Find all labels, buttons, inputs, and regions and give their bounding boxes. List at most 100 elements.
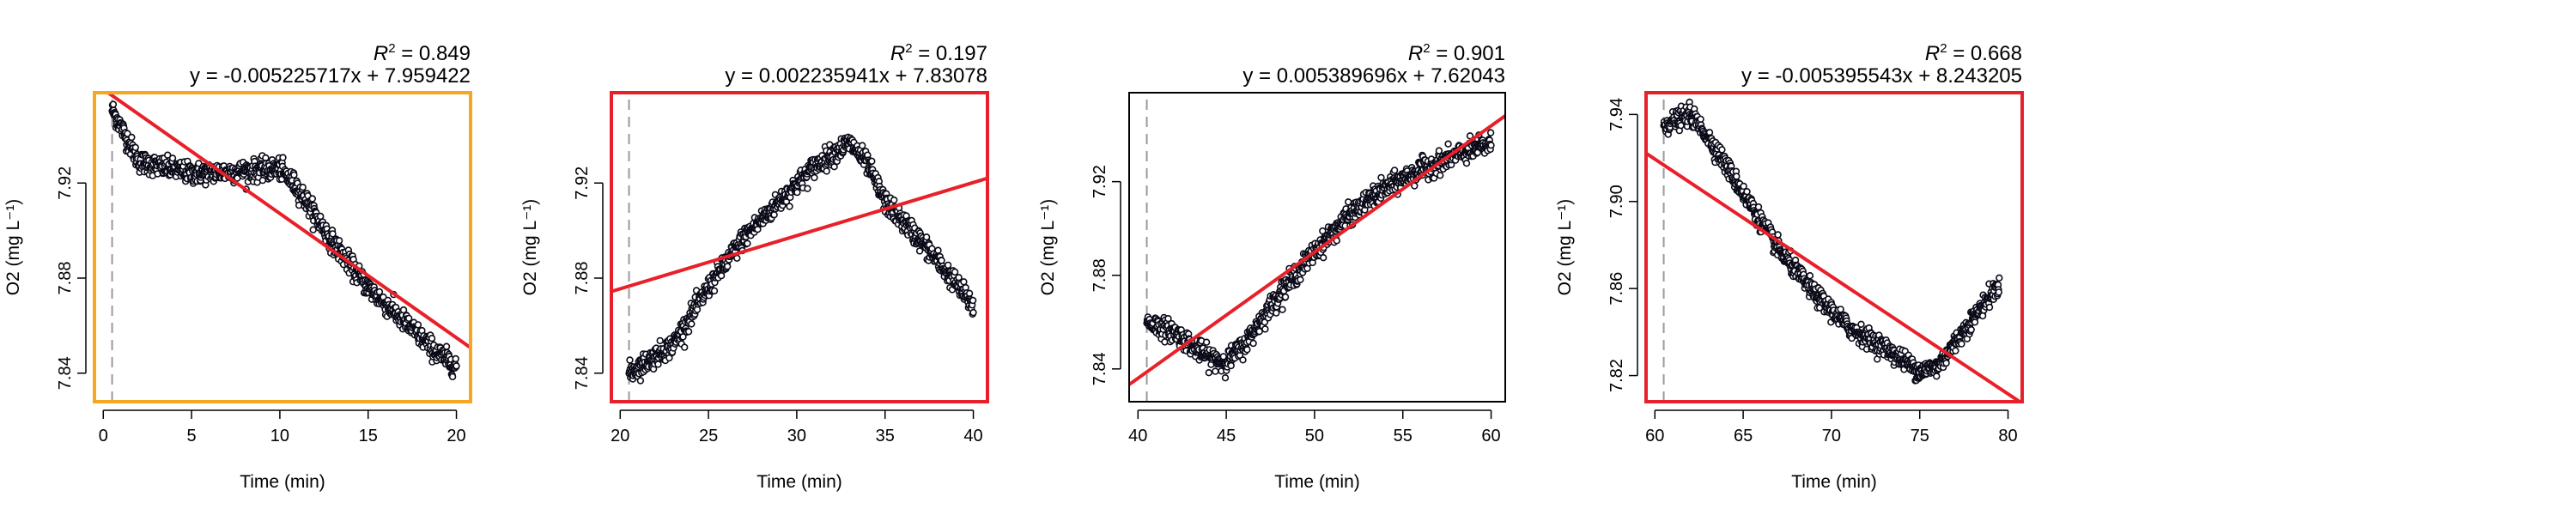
data-point	[1806, 272, 1814, 280]
data-point	[636, 377, 645, 385]
data-point	[656, 336, 664, 345]
data-point	[684, 328, 693, 336]
data-point	[934, 246, 942, 254]
data-point	[405, 314, 413, 323]
data-point	[1273, 309, 1280, 317]
data-point	[1297, 276, 1304, 283]
x-tick-label: 80	[1998, 427, 2017, 445]
data-point	[1243, 346, 1251, 354]
x-tick-label: 40	[1128, 427, 1147, 445]
panel-2: 20 25 30 35 40 7.84 7.88 7.92 Time (min) O2 (mg L…	[520, 41, 989, 492]
r-squared-annotation: R2 = 0.197	[890, 41, 987, 65]
data-point	[1255, 327, 1263, 336]
data-point	[723, 263, 732, 270]
data-point	[1486, 129, 1495, 136]
data-point	[1837, 306, 1844, 313]
x-tick-label: 65	[1734, 427, 1753, 445]
data-point	[1205, 369, 1213, 377]
data-point	[290, 171, 298, 179]
data-point	[1164, 315, 1172, 323]
y-tick-label: 7.88	[1091, 258, 1109, 292]
data-point	[414, 321, 422, 329]
regression-line	[1646, 151, 2022, 402]
x-axis-title: Time (min)	[756, 472, 842, 492]
data-point	[1202, 338, 1211, 346]
data-point	[793, 188, 801, 197]
x-tick-label: 10	[270, 427, 289, 445]
x-tick-label: 75	[1911, 427, 1929, 445]
data-point	[1319, 254, 1327, 262]
data-points	[108, 100, 460, 381]
data-point	[915, 247, 924, 255]
data-point	[317, 212, 325, 221]
y-axis-title: O2 (mg L⁻¹)	[1555, 199, 1575, 296]
data-point	[279, 154, 287, 161]
data-point	[1985, 303, 1994, 312]
r-squared-annotation: R2 = 0.849	[374, 41, 471, 65]
data-point	[1942, 359, 1950, 367]
data-point	[1444, 140, 1452, 148]
data-point	[1279, 306, 1286, 313]
data-point	[744, 239, 751, 247]
regression-line	[611, 176, 987, 294]
data-point	[442, 342, 451, 350]
data-point	[453, 362, 460, 370]
regression-line	[105, 93, 471, 349]
y-tick-label: 7.92	[573, 167, 592, 200]
data-point	[1221, 374, 1230, 382]
y-tick-label: 7.86	[1607, 272, 1626, 306]
data-point	[1978, 312, 1987, 320]
data-point	[1436, 172, 1444, 179]
data-point	[969, 308, 977, 317]
y-axis-title: O2 (mg L⁻¹)	[520, 199, 540, 296]
data-point	[1995, 288, 2003, 296]
data-point	[823, 167, 830, 175]
data-point	[1857, 320, 1865, 328]
panel-1: 0 5 10 15 20 7.84 7.88 7.92 Time (min) O2 (mg L⁻¹…	[3, 41, 472, 492]
data-point	[428, 335, 436, 342]
data-point	[654, 360, 662, 368]
data-point	[1718, 146, 1726, 154]
data-point	[1933, 373, 1941, 380]
data-point	[1212, 367, 1219, 375]
data-point	[1319, 227, 1327, 235]
equation-annotation: y = -0.005395543x + 8.243205	[1741, 64, 2022, 88]
data-point	[868, 157, 876, 166]
data-point	[1740, 182, 1747, 191]
x-tick-label: 40	[963, 427, 982, 445]
data-point	[448, 373, 457, 381]
data-point	[335, 237, 343, 245]
r-squared-annotation: R2 = 0.668	[1925, 41, 2022, 65]
data-point	[938, 257, 945, 264]
equation-annotation: y = 0.002235941x + 7.83078	[725, 64, 987, 88]
data-point	[1390, 167, 1399, 174]
x-tick-label: 55	[1394, 427, 1413, 445]
data-point	[1733, 173, 1741, 180]
data-point	[128, 133, 136, 142]
y-tick-label: 7.94	[1607, 98, 1626, 131]
data-point	[960, 278, 968, 286]
y-tick-label: 7.90	[1607, 185, 1626, 218]
r-squared-annotation: R2 = 0.901	[1408, 41, 1505, 65]
data-point	[951, 268, 959, 276]
data-point	[858, 142, 866, 149]
data-point	[1677, 121, 1685, 130]
data-point	[1281, 293, 1290, 301]
x-tick-label: 20	[611, 427, 629, 445]
data-point	[164, 151, 172, 159]
data-point	[710, 287, 719, 295]
data-point	[258, 176, 267, 185]
data-point	[804, 185, 811, 192]
data-point	[309, 226, 317, 233]
plot-frame	[93, 91, 472, 403]
y-axis-title: O2 (mg L⁻¹)	[1038, 199, 1058, 296]
data-point	[1239, 356, 1247, 364]
data-point	[1996, 274, 2003, 282]
x-axis-title: Time (min)	[1791, 472, 1877, 492]
data-point	[168, 154, 177, 162]
y-tick-label: 7.92	[56, 167, 75, 200]
equation-annotation: y = -0.005225717x + 7.959422	[190, 64, 471, 88]
data-point	[308, 195, 316, 203]
data-point	[131, 143, 140, 152]
data-point	[1411, 182, 1419, 190]
